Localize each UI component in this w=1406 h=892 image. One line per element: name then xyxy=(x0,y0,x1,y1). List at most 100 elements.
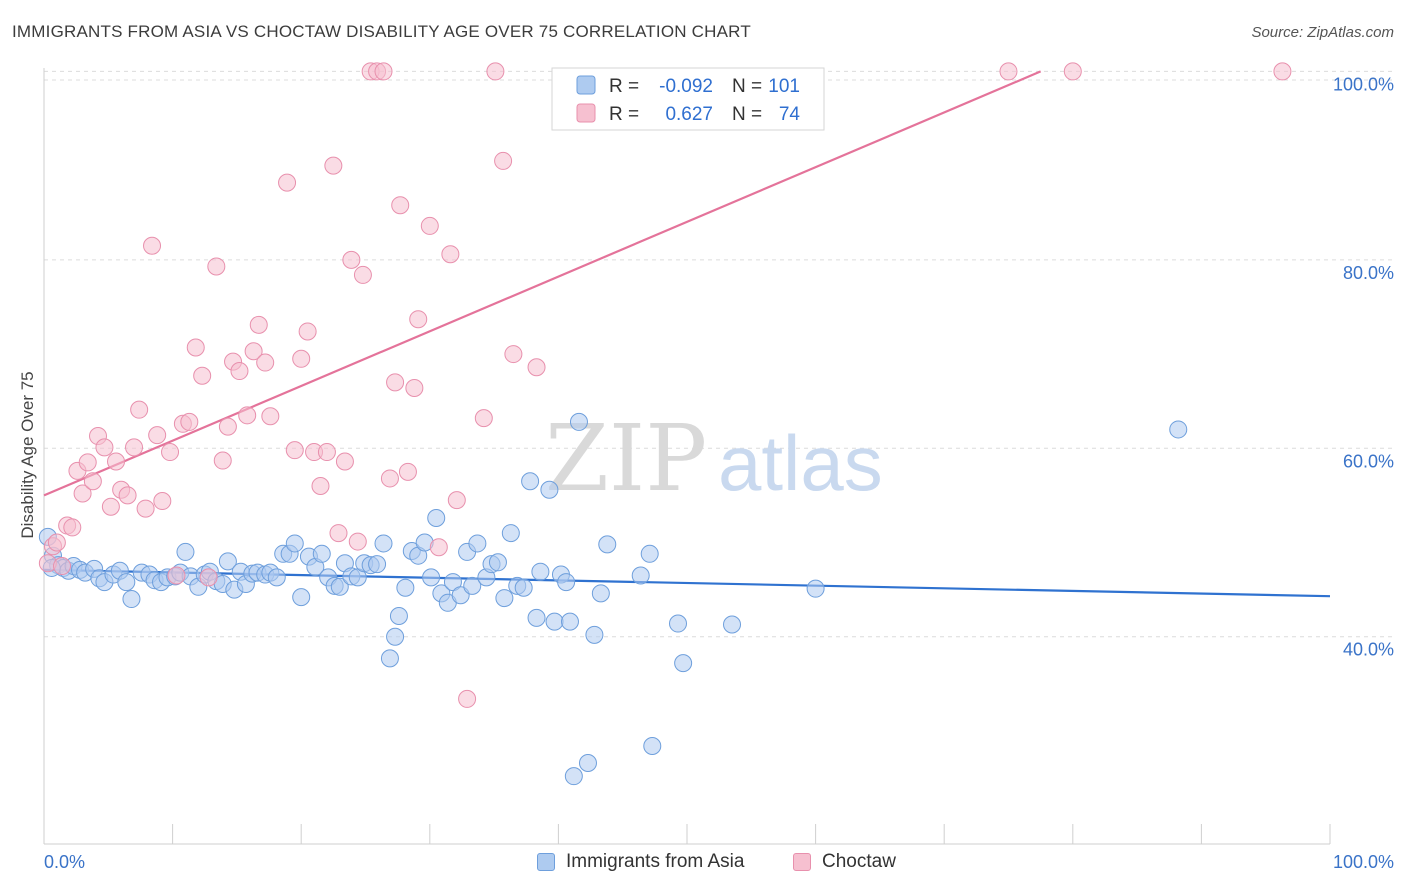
data-point-choctaw xyxy=(95,438,114,457)
data-point-asia xyxy=(643,737,662,756)
data-point-asia xyxy=(531,562,550,581)
data-point-choctaw xyxy=(136,499,155,518)
data-point-choctaw xyxy=(391,196,410,215)
data-point-asia xyxy=(285,534,304,553)
data-point-asia xyxy=(521,472,540,491)
data-point-choctaw xyxy=(429,538,448,557)
data-point-choctaw xyxy=(420,216,439,235)
legend-swatch-choctaw-bottom xyxy=(793,853,811,871)
series-immigrants-from-asia xyxy=(38,412,1188,786)
legend-r-value-asia: -0.092 xyxy=(659,76,713,97)
legend-swatch-asia-bottom xyxy=(537,853,555,871)
data-point-asia xyxy=(527,608,546,627)
legend-r-label-asia: R = xyxy=(609,76,639,97)
data-point-asia xyxy=(374,534,393,553)
data-point-choctaw xyxy=(441,245,460,264)
data-point-asia xyxy=(674,654,693,673)
legend-item-asia: Immigrants from Asia xyxy=(537,851,744,873)
series-choctaw xyxy=(38,62,1292,708)
data-point-asia xyxy=(585,625,604,644)
data-point-asia xyxy=(330,577,349,596)
data-point-asia xyxy=(386,627,405,646)
data-point-choctaw xyxy=(78,453,97,472)
legend-n-label-asia: N = xyxy=(732,76,762,97)
data-point-asia xyxy=(557,573,576,592)
data-point-asia xyxy=(806,579,825,598)
data-point-asia xyxy=(117,573,136,592)
trend-line-choctaw xyxy=(43,70,1042,497)
legend-item-choctaw: Choctaw xyxy=(793,851,896,873)
data-point-choctaw xyxy=(130,400,149,419)
data-point-choctaw xyxy=(180,412,199,431)
legend-label-asia: Immigrants from Asia xyxy=(566,851,745,872)
data-point-choctaw xyxy=(83,472,102,491)
data-point-asia xyxy=(598,535,617,554)
data-point-choctaw xyxy=(53,557,72,576)
data-point-asia xyxy=(640,544,659,563)
data-point-choctaw xyxy=(527,358,546,377)
data-point-choctaw xyxy=(199,568,218,587)
data-point-choctaw xyxy=(1063,62,1082,81)
data-point-asia xyxy=(122,590,141,609)
legend-n-label-choctaw: N = xyxy=(732,104,762,125)
data-point-asia xyxy=(501,524,520,543)
axes xyxy=(43,68,1331,845)
data-point-asia xyxy=(514,578,533,597)
data-point-asia xyxy=(569,412,588,431)
data-point-asia xyxy=(545,612,564,631)
trend-lines xyxy=(43,70,1331,598)
data-point-asia xyxy=(1169,420,1188,439)
legend-swatch-asia xyxy=(576,75,596,95)
data-point-choctaw xyxy=(285,441,304,460)
x-tick-label-max: 100.0% xyxy=(1333,852,1394,872)
data-point-choctaw xyxy=(213,451,232,470)
data-point-asia xyxy=(312,544,331,563)
data-point-choctaw xyxy=(148,426,167,445)
data-point-choctaw xyxy=(329,524,348,543)
data-point-choctaw xyxy=(386,373,405,392)
data-point-choctaw xyxy=(999,62,1018,81)
data-point-asia xyxy=(396,578,415,597)
data-point-choctaw xyxy=(458,689,477,708)
data-point-choctaw xyxy=(409,310,428,329)
legend-top: R = -0.092 N = 101 R = 0.627 N = 74 xyxy=(551,67,825,131)
chart-title: IMMIGRANTS FROM ASIA VS CHOCTAW DISABILI… xyxy=(12,22,751,41)
data-point-choctaw xyxy=(486,62,505,81)
y-tick-labels: 40.0% 60.0% 80.0% 100.0% xyxy=(1333,74,1394,659)
legend-swatch-choctaw xyxy=(576,103,596,123)
data-point-choctaw xyxy=(292,349,311,368)
data-point-asia xyxy=(488,553,507,572)
data-point-choctaw xyxy=(504,345,523,364)
data-point-choctaw xyxy=(161,443,180,462)
data-point-choctaw xyxy=(405,378,424,397)
data-point-choctaw xyxy=(348,532,367,551)
data-point-asia xyxy=(723,615,742,634)
data-point-asia xyxy=(380,649,399,668)
y-tick-label: 40.0% xyxy=(1343,640,1394,660)
legend-n-value-asia: 101 xyxy=(768,76,800,97)
data-point-asia xyxy=(495,589,514,608)
data-point-choctaw xyxy=(398,462,417,481)
data-point-choctaw xyxy=(474,409,493,428)
data-point-asia xyxy=(176,542,195,561)
data-point-choctaw xyxy=(238,406,257,425)
legend-bottom: Immigrants from Asia Choctaw xyxy=(0,851,1406,877)
data-point-asia xyxy=(468,534,487,553)
data-point-choctaw xyxy=(335,452,354,471)
data-point-asia xyxy=(218,552,237,571)
data-point-choctaw xyxy=(317,443,336,462)
data-point-choctaw xyxy=(230,362,249,381)
data-point-asia xyxy=(578,753,597,772)
data-point-asia xyxy=(564,767,583,786)
data-point-asia xyxy=(463,576,482,595)
data-point-asia xyxy=(422,568,441,587)
data-point-choctaw xyxy=(73,484,92,503)
data-point-asia xyxy=(389,606,408,625)
data-point-choctaw xyxy=(353,265,372,284)
x-tick-label-min: 0.0% xyxy=(44,852,85,872)
data-point-choctaw xyxy=(118,486,137,505)
data-point-choctaw xyxy=(143,236,162,255)
data-point-choctaw xyxy=(167,566,186,585)
data-point-choctaw xyxy=(447,491,466,510)
